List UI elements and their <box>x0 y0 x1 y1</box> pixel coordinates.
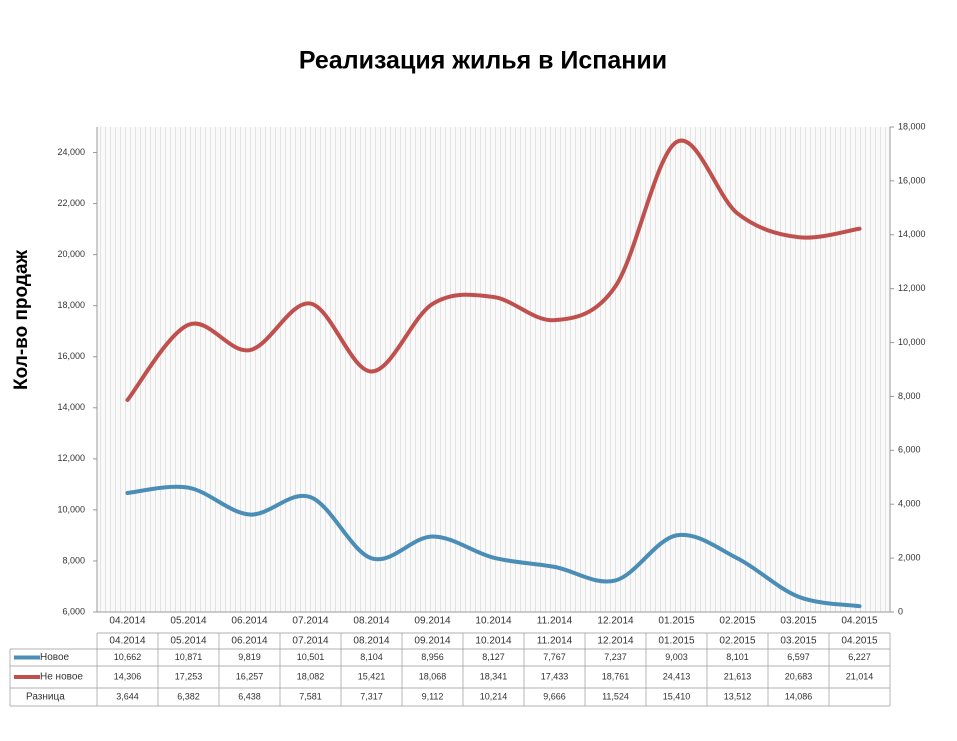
table-cell: 11,524 <box>602 691 629 701</box>
y2-tick-label: 4,000 <box>898 499 921 509</box>
table-cell: 10,662 <box>114 652 142 662</box>
table-cell: 8,101 <box>726 652 749 662</box>
x-tick-label: 04.2014 <box>109 616 146 627</box>
x-tick-label: 04.2015 <box>841 616 878 627</box>
table-header: 07.2014 <box>292 636 329 647</box>
legend-label: Новое <box>40 652 70 663</box>
table-cell: 7,317 <box>360 691 383 701</box>
table-cell: 18,068 <box>419 671 447 681</box>
table-header: 10.2014 <box>475 636 512 647</box>
table-cell: 6,438 <box>238 691 261 701</box>
table-cell: 8,127 <box>482 652 505 662</box>
series-line <box>125 484 862 609</box>
plot-area <box>97 127 890 612</box>
x-tick-label: 06.2014 <box>231 616 268 627</box>
table-header: 09.2014 <box>414 636 451 647</box>
table-cell: 8,956 <box>421 652 444 662</box>
table-cell: 14,306 <box>114 671 142 681</box>
table-cell: 18,341 <box>480 671 508 681</box>
y2-tick-label: 16,000 <box>898 175 926 185</box>
y2-tick-label: 10,000 <box>898 337 926 347</box>
x-tick-label: 11.2014 <box>537 616 573 627</box>
table-cell: 20,683 <box>785 671 813 681</box>
legend-label: Разница <box>26 692 65 703</box>
table-cell: 14,086 <box>785 691 813 701</box>
table-cell: 3,644 <box>116 691 139 701</box>
table-cell: 7,581 <box>299 691 322 701</box>
table-cell: 9,112 <box>422 691 444 701</box>
table-header: 04.2014 <box>109 636 146 647</box>
table-cell: 18,082 <box>297 671 325 681</box>
table-cell: 10,871 <box>175 652 203 662</box>
table-header: 05.2014 <box>170 636 207 647</box>
y-tick-label: 16,000 <box>57 351 85 361</box>
table-header: 06.2014 <box>231 636 268 647</box>
table-header: 03.2015 <box>780 636 817 647</box>
table-header: 08.2014 <box>353 636 390 647</box>
table-header: 04.2015 <box>841 636 878 647</box>
table-cell: 13,512 <box>724 691 752 701</box>
table-cell: 15,421 <box>358 671 386 681</box>
y2-tick-label: 12,000 <box>898 283 926 293</box>
table-header: 01.2015 <box>658 636 695 647</box>
table-cell: 15,410 <box>663 691 691 701</box>
chart-title: Реализация жилья в Испании <box>299 47 667 75</box>
y-tick-label: 14,000 <box>57 402 85 412</box>
table-cell: 6,227 <box>848 652 871 662</box>
y2-tick-label: 14,000 <box>898 229 926 239</box>
x-tick-label: 05.2014 <box>170 616 207 627</box>
x-tick-label: 10.2014 <box>475 616 512 627</box>
y-tick-label: 18,000 <box>57 300 85 310</box>
table-header: 11.2014 <box>537 636 573 647</box>
table-cell: 9,003 <box>665 652 688 662</box>
y-tick-label: 6,000 <box>62 606 85 616</box>
table-cell: 21,613 <box>724 671 752 681</box>
table-cell: 9,819 <box>238 652 261 662</box>
y2-tick-label: 8,000 <box>898 391 921 401</box>
table-cell: 6,597 <box>787 652 810 662</box>
y-tick-label: 20,000 <box>57 249 85 259</box>
table-cell: 21,014 <box>846 671 874 681</box>
table-cell: 9,666 <box>543 691 566 701</box>
table-cell: 7,237 <box>604 652 627 662</box>
legend-label: Не новое <box>40 672 83 683</box>
table-cell: 17,253 <box>175 671 203 681</box>
table-cell: 10,214 <box>480 691 508 701</box>
table-cell: 17,433 <box>541 671 569 681</box>
y-tick-label: 12,000 <box>57 453 85 463</box>
x-tick-label: 07.2014 <box>292 616 329 627</box>
y2-tick-label: 6,000 <box>898 445 921 455</box>
table-cell: 6,382 <box>177 691 200 701</box>
y2-tick-label: 18,000 <box>898 121 926 131</box>
table-header: 02.2015 <box>719 636 756 647</box>
series-line <box>125 138 862 402</box>
x-tick-label: 08.2014 <box>353 616 390 627</box>
y-tick-label: 10,000 <box>57 504 85 514</box>
table-cell: 10,501 <box>297 652 325 662</box>
y2-tick-label: 2,000 <box>898 552 921 562</box>
y-tick-label: 22,000 <box>57 198 85 208</box>
y2-tick-label: 0 <box>898 606 903 616</box>
x-tick-label: 02.2015 <box>719 616 756 627</box>
table-cell: 24,413 <box>663 671 691 681</box>
table-cell: 8,104 <box>360 652 383 662</box>
x-tick-label: 01.2015 <box>658 616 695 627</box>
x-tick-label: 09.2014 <box>414 616 451 627</box>
y-tick-label: 24,000 <box>57 147 85 157</box>
table-cell: 18,761 <box>602 671 630 681</box>
table-cell: 16,257 <box>236 671 264 681</box>
table-cell: 7,767 <box>543 652 566 662</box>
x-tick-label: 12.2014 <box>597 616 634 627</box>
table-header: 12.2014 <box>597 636 634 647</box>
x-tick-label: 03.2015 <box>780 616 817 627</box>
y-axis-label: Кол-во продаж <box>11 249 32 390</box>
y-tick-label: 8,000 <box>62 555 85 565</box>
